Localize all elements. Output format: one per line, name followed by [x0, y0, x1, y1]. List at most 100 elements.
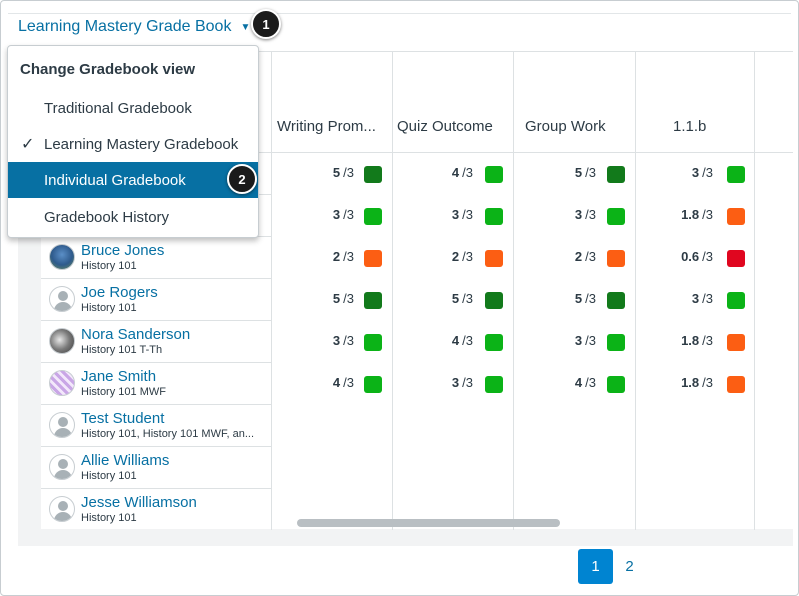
page-2-link[interactable]: 2: [625, 558, 634, 575]
score-cell[interactable]: 5/3: [536, 291, 596, 306]
score-denominator: /3: [462, 375, 473, 390]
menu-item-individual-gradebook[interactable]: Individual Gradebook: [8, 162, 258, 198]
avatar: [49, 286, 75, 312]
score-value: 5: [574, 165, 583, 180]
student-text: Jesse Williamson History 101: [81, 494, 197, 525]
score-denominator: /3: [462, 291, 473, 306]
column-header[interactable]: Writing Prom...: [277, 117, 376, 135]
score-value: 5: [574, 291, 583, 306]
column-header[interactable]: Quiz Outcome: [397, 117, 493, 135]
student-section: History 101: [81, 259, 137, 272]
student-name-link[interactable]: Bruce Jones: [81, 241, 165, 259]
score-cell[interactable]: 3/3: [536, 333, 596, 348]
gradebook-view-dropdown[interactable]: Learning Mastery Grade Book ▼: [18, 16, 250, 38]
score-value: 2: [574, 249, 583, 264]
menu-item-learning-mastery-gradebook[interactable]: ✓ Learning Mastery Gradebook: [8, 126, 258, 162]
score-cell[interactable]: 1.8/3: [653, 333, 713, 348]
score-denominator: /3: [702, 165, 713, 180]
menu-item-gradebook-history[interactable]: Gradebook History: [8, 199, 258, 235]
student-name-link[interactable]: Allie Williams: [81, 451, 170, 469]
mastery-level-swatch: [727, 376, 745, 393]
student-cell: Jane Smith History 101 MWF: [49, 366, 166, 400]
score-value: 2: [332, 249, 341, 264]
mastery-level-swatch: [727, 166, 745, 183]
score-denominator: /3: [462, 333, 473, 348]
mastery-level-swatch: [727, 208, 745, 225]
score-cell[interactable]: 2/3: [536, 249, 596, 264]
score-denominator: /3: [702, 291, 713, 306]
score-denominator: /3: [462, 165, 473, 180]
avatar: [49, 328, 75, 354]
score-denominator: /3: [585, 207, 596, 222]
avatar: [49, 370, 75, 396]
student-section: History 101 T-Th: [81, 343, 163, 356]
column-divider: [513, 52, 514, 530]
student-cell: Jesse Williamson History 101: [49, 492, 197, 526]
student-cell: Bruce Jones History 101: [49, 240, 164, 274]
score-cell[interactable]: 3/3: [413, 207, 473, 222]
menu-item-label: Traditional Gradebook: [44, 99, 192, 117]
score-value: 4: [574, 375, 583, 390]
mastery-level-swatch: [485, 376, 503, 393]
avatar-head-shape: [58, 459, 68, 469]
mastery-level-swatch: [485, 250, 503, 267]
score-denominator: /3: [462, 249, 473, 264]
score-denominator: /3: [585, 249, 596, 264]
student-text: Test Student History 101, History 101 MWF…: [81, 410, 254, 441]
score-value: 5: [332, 165, 341, 180]
mastery-level-swatch: [364, 376, 382, 393]
score-cell[interactable]: 3/3: [413, 375, 473, 390]
score-cell[interactable]: 5/3: [294, 291, 354, 306]
avatar: [49, 496, 75, 522]
score-cell[interactable]: 3/3: [294, 333, 354, 348]
column-divider: [392, 52, 393, 530]
caret-down-icon: ▼: [240, 21, 251, 33]
score-cell[interactable]: 4/3: [413, 333, 473, 348]
score-denominator: /3: [585, 291, 596, 306]
score-cell[interactable]: 3/3: [653, 165, 713, 180]
page-1-button[interactable]: 1: [578, 549, 613, 584]
score-value: 4: [332, 375, 341, 390]
score-cell[interactable]: 4/3: [294, 375, 354, 390]
mastery-level-swatch: [364, 292, 382, 309]
score-denominator: /3: [343, 375, 354, 390]
score-cell[interactable]: 3/3: [653, 291, 713, 306]
score-cell[interactable]: 5/3: [536, 165, 596, 180]
column-header[interactable]: Group Work: [525, 117, 606, 135]
student-name-link[interactable]: Nora Sanderson: [81, 325, 191, 343]
mastery-level-swatch: [607, 208, 625, 225]
mastery-level-swatch: [364, 166, 382, 183]
horizontal-scrollbar[interactable]: [297, 519, 560, 527]
callout-badge-1: 1: [251, 9, 281, 39]
student-section: History 101: [81, 301, 137, 314]
score-value: 4: [451, 333, 460, 348]
student-cell: Nora Sanderson History 101 T-Th: [49, 324, 190, 358]
score-cell[interactable]: 2/3: [294, 249, 354, 264]
score-cell[interactable]: 5/3: [413, 291, 473, 306]
avatar-body-shape: [54, 428, 72, 437]
mastery-level-swatch: [485, 334, 503, 351]
score-cell[interactable]: 3/3: [536, 207, 596, 222]
student-name-link[interactable]: Jane Smith: [81, 367, 157, 385]
avatar-head-shape: [58, 501, 68, 511]
score-value: 5: [332, 291, 341, 306]
student-name-link[interactable]: Test Student: [81, 409, 165, 427]
score-cell[interactable]: 1.8/3: [653, 375, 713, 390]
score-cell[interactable]: 4/3: [536, 375, 596, 390]
checkmark-icon: ✓: [21, 136, 35, 153]
menu-item-traditional-gradebook[interactable]: Traditional Gradebook: [8, 90, 258, 126]
score-cell[interactable]: 5/3: [294, 165, 354, 180]
avatar-head-shape: [58, 291, 68, 301]
mastery-level-swatch: [485, 208, 503, 225]
score-cell[interactable]: 0.6/3: [653, 249, 713, 264]
score-cell[interactable]: 1.8/3: [653, 207, 713, 222]
row-divider: [41, 362, 271, 363]
score-cell[interactable]: 4/3: [413, 165, 473, 180]
student-name-link[interactable]: Joe Rogers: [81, 283, 158, 301]
score-cell[interactable]: 2/3: [413, 249, 473, 264]
score-value: 3: [451, 375, 460, 390]
score-cell[interactable]: 3/3: [294, 207, 354, 222]
student-name-link[interactable]: Jesse Williamson: [81, 493, 197, 511]
column-header[interactable]: 1.1.b: [673, 117, 707, 135]
score-denominator: /3: [585, 333, 596, 348]
